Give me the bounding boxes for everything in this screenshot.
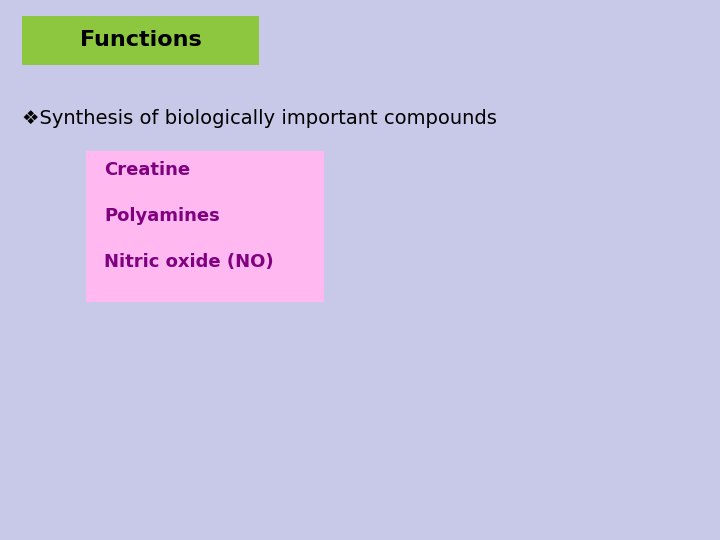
Text: Functions: Functions xyxy=(79,30,202,51)
Text: Polyamines: Polyamines xyxy=(104,207,220,225)
Text: ❖Synthesis of biologically important compounds: ❖Synthesis of biologically important com… xyxy=(22,109,497,129)
Text: Creatine: Creatine xyxy=(104,161,191,179)
FancyBboxPatch shape xyxy=(22,16,259,65)
Text: Nitric oxide (NO): Nitric oxide (NO) xyxy=(104,253,274,271)
FancyBboxPatch shape xyxy=(86,151,324,302)
